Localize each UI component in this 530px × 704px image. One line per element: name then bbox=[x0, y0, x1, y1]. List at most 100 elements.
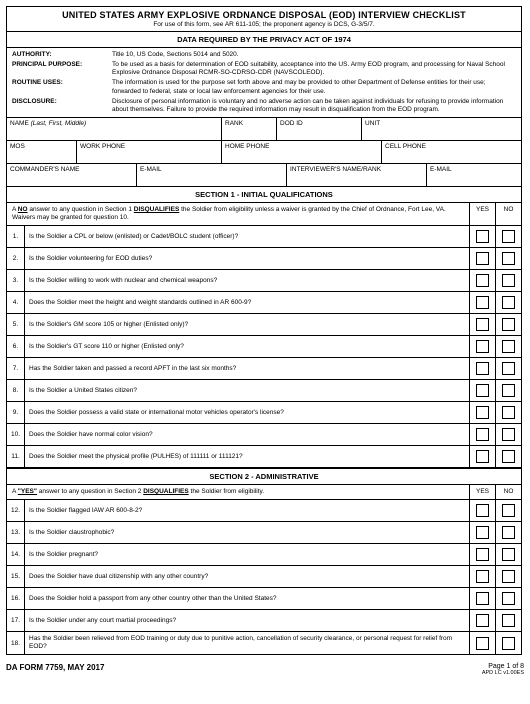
dodid-field[interactable]: DOD ID bbox=[280, 120, 358, 127]
yes-checkbox[interactable] bbox=[476, 548, 489, 561]
yes-checkbox[interactable] bbox=[476, 362, 489, 375]
email2-field[interactable]: E-MAIL bbox=[430, 166, 518, 173]
privacy-act-header: DATA REQUIRED BY THE PRIVACY ACT OF 1974 bbox=[7, 32, 521, 48]
section1-questions: 1.Is the Soldier a CPL or below (enliste… bbox=[7, 226, 521, 468]
title-block: UNITED STATES ARMY EXPLOSIVE ORDNANCE DI… bbox=[7, 7, 521, 32]
question-row: 2.Is the Soldier volunteering for EOD du… bbox=[7, 248, 521, 270]
question-number: 17. bbox=[7, 610, 25, 631]
yes-checkbox[interactable] bbox=[476, 428, 489, 441]
no-cell bbox=[495, 544, 521, 565]
question-row: 12.Is the Soldier flagged IAW AR 600-8-2… bbox=[7, 500, 521, 522]
no-checkbox[interactable] bbox=[502, 450, 515, 463]
question-row: 9.Does the Soldier possess a valid state… bbox=[7, 402, 521, 424]
no-checkbox[interactable] bbox=[502, 362, 515, 375]
form-number: DA FORM 7759, MAY 2017 bbox=[6, 663, 104, 676]
question-row: 13.Is the Soldier claustrophobic? bbox=[7, 522, 521, 544]
no-checkbox[interactable] bbox=[502, 384, 515, 397]
question-text: Is the Soldier a United States citizen? bbox=[25, 380, 469, 401]
no-checkbox[interactable] bbox=[502, 318, 515, 331]
question-number: 18. bbox=[7, 632, 25, 654]
section1-notice-row: A NO answer to any question in Section 1… bbox=[7, 203, 521, 226]
page-footer: DA FORM 7759, MAY 2017 Page 1 of 8 APD L… bbox=[0, 661, 530, 676]
form-page: UNITED STATES ARMY EXPLOSIVE ORDNANCE DI… bbox=[6, 6, 522, 655]
yes-cell bbox=[469, 226, 495, 247]
yes-checkbox[interactable] bbox=[476, 614, 489, 627]
rank-field[interactable]: RANK bbox=[225, 120, 273, 127]
yes-checkbox[interactable] bbox=[476, 592, 489, 605]
yes-cell bbox=[469, 446, 495, 467]
yes-cell bbox=[469, 522, 495, 543]
routine-text: The information is used for the purpose … bbox=[112, 79, 516, 95]
no-checkbox[interactable] bbox=[502, 428, 515, 441]
no-cell bbox=[495, 424, 521, 445]
disclosure-label: DISCLOSURE: bbox=[12, 98, 112, 114]
question-number: 7. bbox=[7, 358, 25, 379]
no-checkbox[interactable] bbox=[502, 406, 515, 419]
yes-checkbox[interactable] bbox=[476, 384, 489, 397]
cell-phone-field[interactable]: CELL PHONE bbox=[385, 143, 518, 150]
yes-header-2: YES bbox=[469, 485, 495, 499]
yes-checkbox[interactable] bbox=[476, 450, 489, 463]
row-phone: MOS WORK PHONE HOME PHONE CELL PHONE bbox=[7, 141, 521, 164]
commander-field[interactable]: COMMANDER'S NAME bbox=[10, 166, 133, 173]
yes-checkbox[interactable] bbox=[476, 252, 489, 265]
no-checkbox[interactable] bbox=[502, 614, 515, 627]
home-phone-field[interactable]: HOME PHONE bbox=[225, 143, 378, 150]
no-cell bbox=[495, 402, 521, 423]
yes-checkbox[interactable] bbox=[476, 526, 489, 539]
yes-checkbox[interactable] bbox=[476, 637, 489, 650]
disclosure-text: Disclosure of personal information is vo… bbox=[112, 98, 516, 114]
yes-checkbox[interactable] bbox=[476, 296, 489, 309]
yes-checkbox[interactable] bbox=[476, 230, 489, 243]
question-row: 5.Is the Soldier's GM score 105 or highe… bbox=[7, 314, 521, 336]
question-text: Is the Soldier pregnant? bbox=[25, 544, 469, 565]
question-number: 11. bbox=[7, 446, 25, 467]
yes-cell bbox=[469, 358, 495, 379]
authority-text: Title 10, US Code, Sections 5014 and 502… bbox=[112, 51, 516, 59]
no-checkbox[interactable] bbox=[502, 296, 515, 309]
question-text: Is the Soldier willing to work with nucl… bbox=[25, 270, 469, 291]
yes-header: YES bbox=[469, 203, 495, 225]
yes-cell bbox=[469, 380, 495, 401]
question-number: 3. bbox=[7, 270, 25, 291]
yes-checkbox[interactable] bbox=[476, 570, 489, 583]
section1-yn-header: YES NO bbox=[469, 203, 521, 225]
question-row: 16.Does the Soldier hold a passport from… bbox=[7, 588, 521, 610]
no-checkbox[interactable] bbox=[502, 230, 515, 243]
no-cell bbox=[495, 500, 521, 521]
no-checkbox[interactable] bbox=[502, 592, 515, 605]
yes-cell bbox=[469, 500, 495, 521]
no-cell bbox=[495, 446, 521, 467]
question-number: 4. bbox=[7, 292, 25, 313]
no-checkbox[interactable] bbox=[502, 548, 515, 561]
no-checkbox[interactable] bbox=[502, 570, 515, 583]
yes-checkbox[interactable] bbox=[476, 406, 489, 419]
no-checkbox[interactable] bbox=[502, 504, 515, 517]
yes-checkbox[interactable] bbox=[476, 274, 489, 287]
yes-checkbox[interactable] bbox=[476, 340, 489, 353]
yes-checkbox[interactable] bbox=[476, 318, 489, 331]
mos-field[interactable]: MOS bbox=[10, 143, 73, 150]
no-cell bbox=[495, 588, 521, 609]
question-number: 1. bbox=[7, 226, 25, 247]
yes-checkbox[interactable] bbox=[476, 504, 489, 517]
purpose-label: PRINCIPAL PURPOSE: bbox=[12, 61, 112, 77]
no-checkbox[interactable] bbox=[502, 274, 515, 287]
no-checkbox[interactable] bbox=[502, 340, 515, 353]
yes-cell bbox=[469, 632, 495, 654]
routine-label: ROUTINE USES: bbox=[12, 79, 112, 95]
no-cell bbox=[495, 336, 521, 357]
question-text: Is the Soldier a CPL or below (enlisted)… bbox=[25, 226, 469, 247]
yes-cell bbox=[469, 270, 495, 291]
name-field[interactable]: NAME (Last, First, Middle) bbox=[10, 120, 218, 127]
email1-field[interactable]: E-MAIL bbox=[140, 166, 283, 173]
page-number: Page 1 of 8 bbox=[482, 663, 524, 670]
no-cell bbox=[495, 380, 521, 401]
interviewer-field[interactable]: INTERVIEWER'S NAME/RANK bbox=[290, 166, 423, 173]
no-checkbox[interactable] bbox=[502, 637, 515, 650]
work-phone-field[interactable]: WORK PHONE bbox=[80, 143, 218, 150]
unit-field[interactable]: UNIT bbox=[365, 120, 518, 127]
no-checkbox[interactable] bbox=[502, 252, 515, 265]
no-checkbox[interactable] bbox=[502, 526, 515, 539]
question-row: 6.Is the Soldier's GT score 110 or highe… bbox=[7, 336, 521, 358]
